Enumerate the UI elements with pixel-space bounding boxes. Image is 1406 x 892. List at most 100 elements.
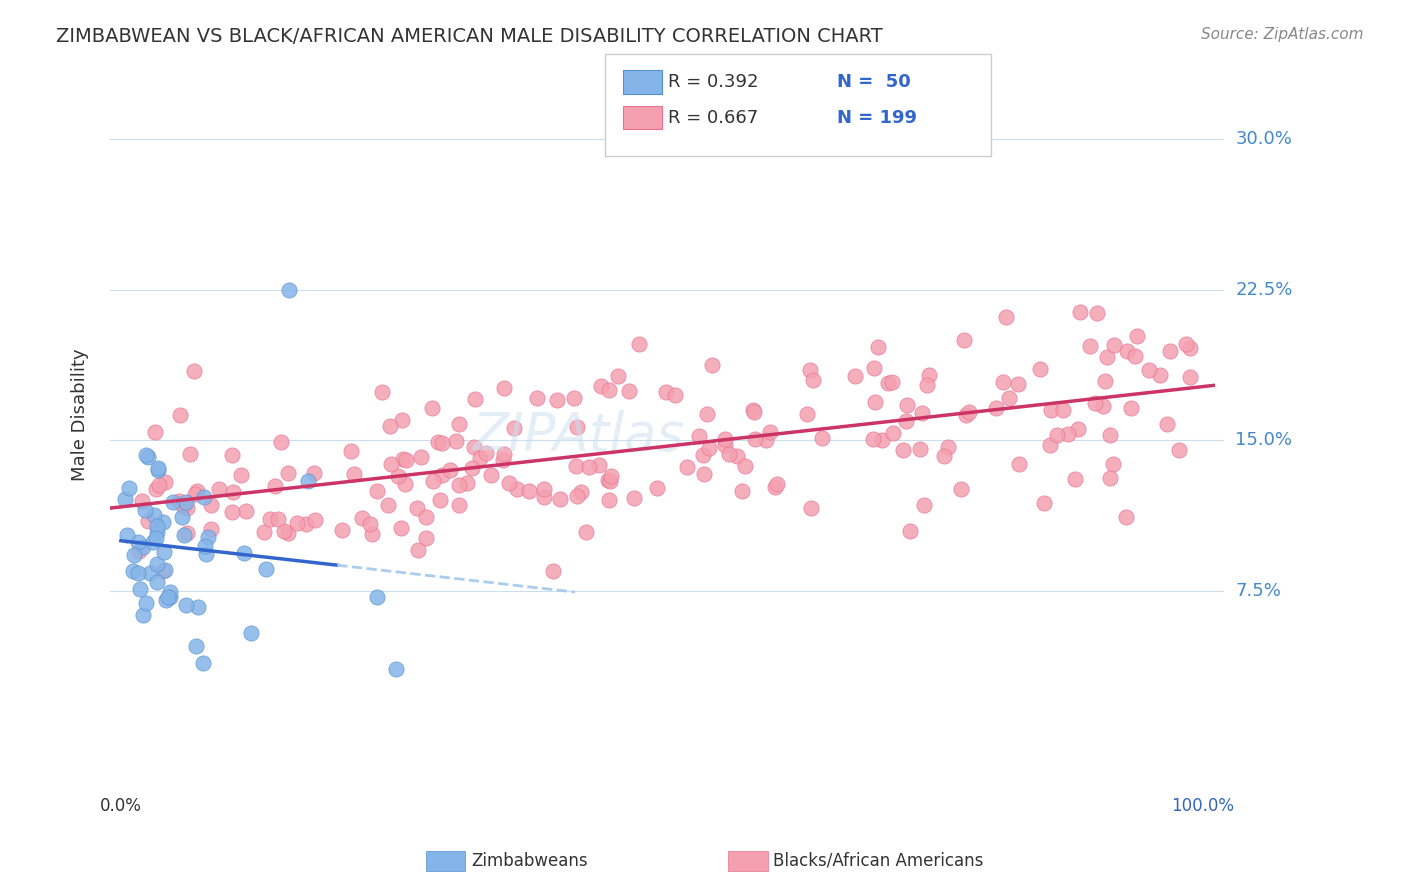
Point (1007, 458, 1029, 472)
Point (295, 516, 318, 531)
Point (863, 394, 886, 409)
Point (135, 596, 157, 610)
Point (115, 527, 138, 541)
Point (387, 468, 409, 483)
Text: Zimbabweans: Zimbabweans (471, 852, 588, 870)
Point (128, 582, 150, 596)
Point (463, 440, 485, 454)
Point (1057, 427, 1080, 442)
Point (273, 524, 295, 539)
Point (122, 564, 145, 578)
Point (406, 500, 429, 515)
Point (1115, 509, 1137, 524)
Point (1125, 349, 1147, 363)
Point (799, 362, 821, 376)
Point (492, 447, 515, 461)
Point (755, 434, 778, 448)
Point (184, 640, 207, 654)
Point (763, 480, 786, 494)
Point (350, 511, 373, 525)
Point (146, 558, 169, 572)
Point (277, 525, 299, 540)
Point (194, 548, 217, 562)
Point (378, 418, 401, 433)
Point (533, 482, 555, 496)
Point (267, 512, 290, 526)
Point (235, 503, 257, 517)
Point (1159, 344, 1181, 359)
Point (1149, 368, 1171, 383)
Point (155, 593, 177, 607)
Point (936, 440, 959, 454)
Point (208, 482, 231, 496)
Text: R = 0.392: R = 0.392 (668, 73, 758, 91)
Point (277, 467, 299, 481)
Point (122, 548, 145, 562)
Point (172, 499, 194, 513)
Point (162, 495, 184, 509)
Point (159, 584, 181, 599)
Point (546, 393, 568, 408)
Point (377, 499, 399, 513)
Point (565, 458, 588, 473)
Point (232, 546, 254, 560)
Point (1039, 438, 1062, 452)
Point (449, 477, 471, 491)
Point (713, 432, 735, 446)
Point (696, 407, 718, 421)
Point (994, 310, 1017, 324)
Point (176, 525, 198, 540)
Point (598, 383, 620, 397)
Point (526, 391, 548, 405)
Point (148, 463, 170, 477)
Point (277, 283, 299, 297)
Point (1094, 374, 1116, 388)
Point (474, 446, 496, 460)
Point (494, 381, 516, 395)
Point (142, 535, 165, 549)
Point (1098, 471, 1121, 485)
Point (1156, 417, 1178, 431)
Point (152, 545, 174, 559)
Point (447, 498, 470, 512)
Point (675, 460, 697, 475)
Point (136, 450, 159, 464)
Point (186, 484, 208, 499)
Point (866, 340, 889, 354)
Point (1102, 457, 1125, 471)
Point (114, 491, 136, 506)
Point (506, 482, 529, 496)
Point (259, 512, 281, 526)
Point (285, 516, 308, 530)
Point (491, 453, 513, 467)
Point (959, 405, 981, 419)
Point (1116, 344, 1139, 359)
Point (991, 375, 1014, 389)
Point (197, 531, 219, 545)
Point (1099, 427, 1122, 442)
Text: 30.0%: 30.0% (1236, 130, 1292, 148)
Text: ZIPAtlas: ZIPAtlas (472, 410, 683, 462)
Point (548, 492, 571, 507)
Point (411, 450, 433, 464)
Point (263, 479, 285, 493)
Point (1064, 472, 1087, 486)
Point (176, 500, 198, 515)
Point (1069, 305, 1091, 319)
Point (692, 448, 714, 462)
Point (221, 505, 243, 519)
Point (893, 443, 915, 458)
Point (1178, 342, 1201, 356)
Point (157, 591, 180, 605)
Point (1029, 361, 1052, 376)
Point (588, 458, 610, 473)
Point (1121, 401, 1143, 415)
Point (801, 373, 824, 387)
Y-axis label: Male Disability: Male Disability (72, 349, 89, 482)
Point (254, 562, 277, 576)
Point (145, 482, 167, 496)
Text: 15.0%: 15.0% (1236, 432, 1292, 450)
Point (430, 436, 453, 450)
Point (700, 359, 723, 373)
Point (139, 566, 162, 580)
